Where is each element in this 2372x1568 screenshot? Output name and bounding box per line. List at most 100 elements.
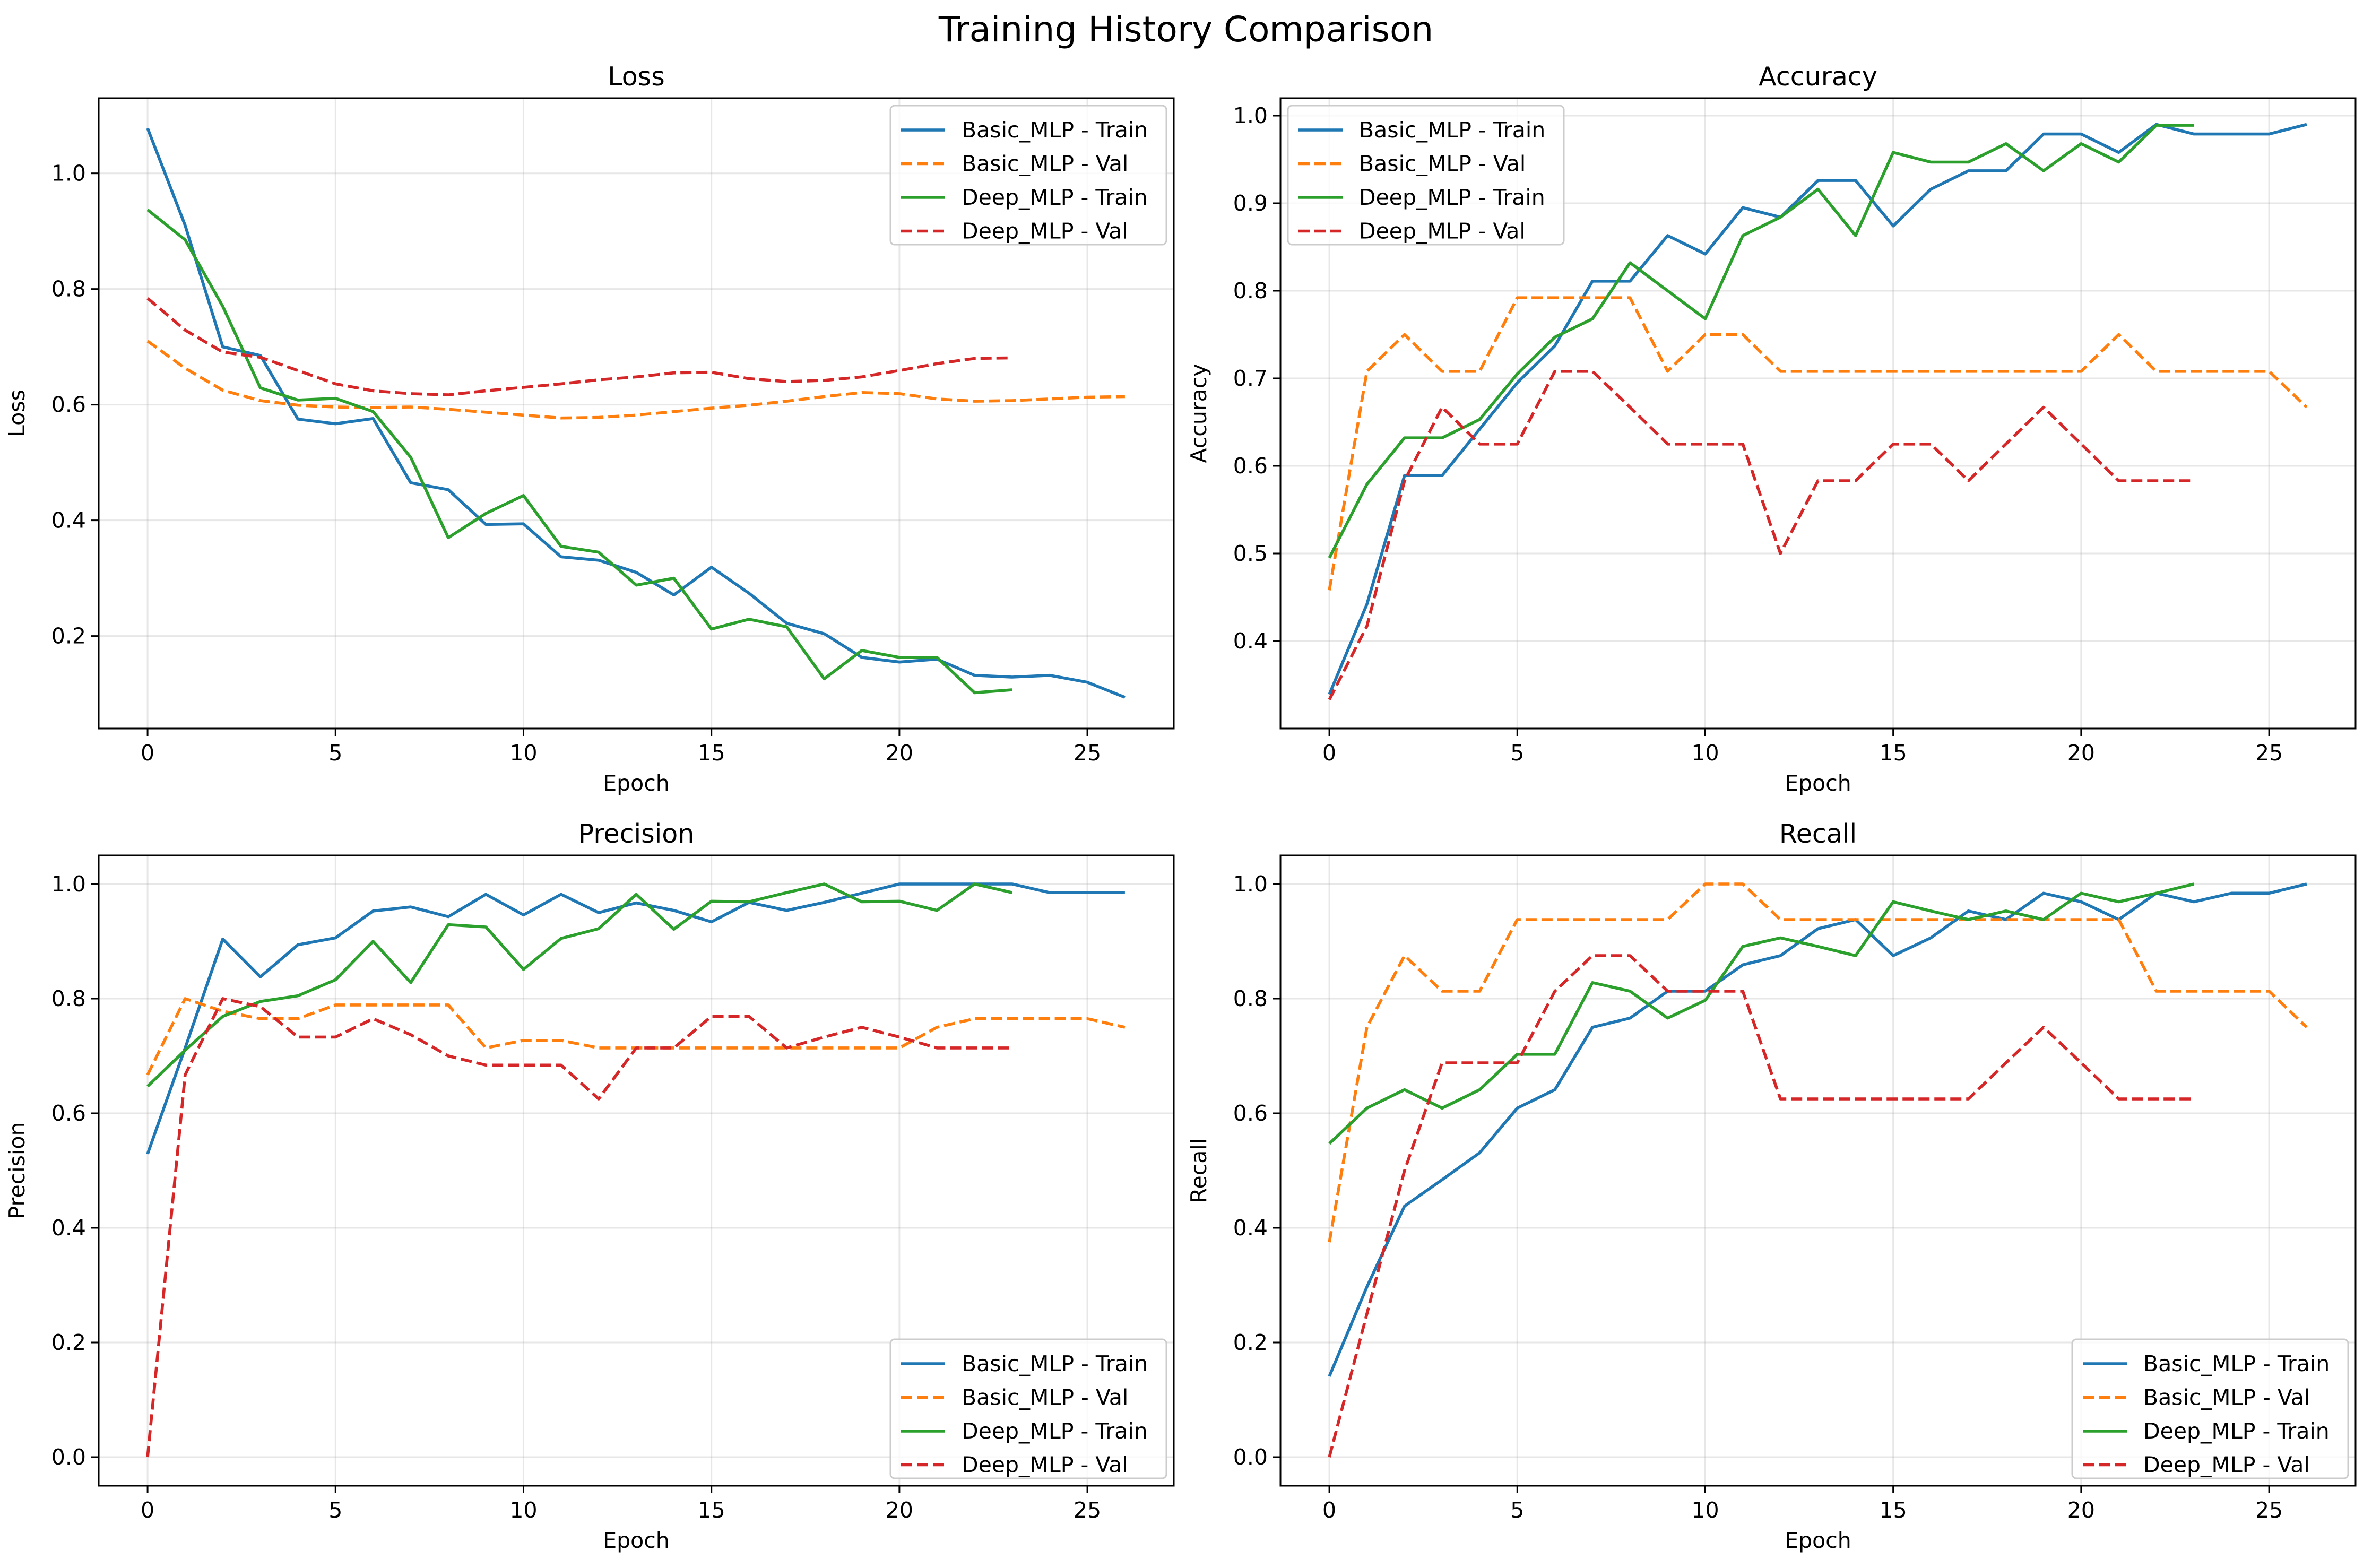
- precision-series: [146, 882, 1126, 1458]
- legend-label-deep-mlp-train: Deep_MLP - Train: [962, 185, 1148, 210]
- x-tick-label: 5: [328, 740, 342, 766]
- series-line-deep-mlp-train: [1328, 882, 2195, 1145]
- y-tick-label: 0.8: [1233, 986, 1268, 1011]
- x-tick-label: 10: [509, 740, 537, 766]
- loss-x-axis-label: Epoch: [603, 770, 670, 796]
- accuracy-legend: Basic_MLP - Train Basic_MLP - Val Deep_MLP…: [1287, 105, 1565, 246]
- loss-series: [146, 127, 1126, 699]
- x-tick-label: 5: [328, 1497, 342, 1523]
- y-tick-label: 0.9: [1233, 190, 1268, 216]
- series-line-basic-mlp-train: [1328, 123, 2307, 695]
- x-tick-label: 10: [1691, 1497, 1719, 1523]
- loss-title: Loss: [608, 62, 664, 92]
- x-tick-label: 20: [886, 740, 913, 766]
- y-tick-label: 1.0: [1233, 103, 1268, 128]
- x-tick-label: 15: [698, 1497, 725, 1523]
- series-line-deep-mlp-train: [1328, 124, 2194, 559]
- y-tick-label: 0.6: [1233, 1101, 1268, 1126]
- series-line-basic-mlp-train: [1328, 882, 2307, 1377]
- legend-label-basic-mlp-train: Basic_MLP - Train: [962, 1351, 1148, 1376]
- x-tick-label: 10: [1691, 740, 1719, 766]
- recall-y-axis-label: Recall: [1186, 1138, 1211, 1203]
- accuracy-grid: [1280, 98, 2356, 729]
- legend-label-basic-mlp-val: Basic_MLP - Val: [2143, 1385, 2310, 1410]
- y-tick-label: 0.2: [51, 1330, 86, 1355]
- legend-label-basic-mlp-train: Basic_MLP - Train: [1359, 117, 1545, 143]
- legend-box: [1287, 105, 1565, 246]
- x-tick-label: 20: [2067, 740, 2095, 766]
- y-tick-label: 0.8: [1233, 278, 1268, 304]
- recall-series: [1328, 882, 2308, 1458]
- y-tick-label: 0.5: [1233, 541, 1268, 566]
- y-tick-label: 0.2: [1233, 1330, 1268, 1355]
- y-tick-label: 0.2: [51, 623, 86, 649]
- x-tick-label: 5: [1510, 740, 1524, 766]
- y-tick-label: 0.8: [51, 276, 86, 302]
- series-line-deep-mlp-val: [146, 997, 1012, 1458]
- legend-label-basic-mlp-val: Basic_MLP - Val: [962, 1385, 1128, 1410]
- legend-box: [889, 105, 1167, 246]
- legend-label-basic-mlp-val: Basic_MLP - Val: [1359, 151, 1526, 177]
- x-tick-label: 0: [141, 740, 154, 766]
- x-tick-label: 20: [2067, 1497, 2095, 1523]
- precision-y-axis-label: Precision: [4, 1122, 30, 1219]
- loss-axes-frame: [98, 97, 1175, 730]
- y-tick-label: 1.0: [1233, 871, 1268, 897]
- series-line-basic-mlp-train: [146, 882, 1125, 1155]
- precision-panel: 0 5 10 15 20 25 0.0 0.2 0.4 0.6 0.8 1.0 Precision Epo…: [4, 819, 1175, 1553]
- y-tick-label: 0.8: [51, 986, 86, 1011]
- x-tick-label: 25: [2255, 740, 2283, 766]
- x-tick-label: 25: [1074, 1497, 1101, 1523]
- x-tick-label: 25: [1074, 740, 1101, 766]
- legend-label-basic-mlp-val: Basic_MLP - Val: [962, 151, 1128, 177]
- precision-x-axis-label: Epoch: [603, 1528, 670, 1553]
- accuracy-title: Accuracy: [1759, 62, 1877, 92]
- x-tick-label: 15: [698, 740, 725, 766]
- legend-label-basic-mlp-train: Basic_MLP - Train: [962, 117, 1148, 143]
- legend-label-deep-mlp-val: Deep_MLP - Val: [962, 219, 1128, 244]
- legend-label-deep-mlp-train: Deep_MLP - Train: [962, 1418, 1148, 1444]
- y-tick-label: 0.4: [51, 508, 86, 533]
- y-tick-label: 0.6: [51, 1101, 86, 1126]
- x-tick-label: 20: [886, 1497, 913, 1523]
- y-tick-label: 1.0: [51, 871, 86, 897]
- x-tick-label: 25: [2255, 1497, 2283, 1523]
- x-tick-label: 5: [1510, 1497, 1524, 1523]
- precision-legend: Basic_MLP - Train Basic_MLP - Val Deep_MLP…: [889, 1338, 1167, 1479]
- legend-label-deep-mlp-val: Deep_MLP - Val: [962, 1452, 1128, 1478]
- accuracy-axes-frame: [1279, 97, 2357, 730]
- accuracy-x-axis-label: Epoch: [1785, 770, 1851, 796]
- legend-box: [2071, 1338, 2349, 1479]
- loss-y-axis-label: Loss: [4, 389, 30, 437]
- recall-axes-frame: [1279, 854, 2357, 1487]
- x-tick-label: 0: [1322, 1497, 1336, 1523]
- recall-panel: 0 5 10 15 20 25 0.0 0.2 0.4 0.6 0.8 1.0 Recall Epoch R…: [1186, 819, 2357, 1553]
- series-line-deep-mlp-train: [146, 882, 1013, 1088]
- loss-panel: 0 5 10 15 20 25 0.2 0.4 0.6 0.8 1.0 Loss Epoch Loss Ba…: [4, 62, 1175, 796]
- x-tick-label: 10: [509, 1497, 537, 1523]
- legend-label-basic-mlp-train: Basic_MLP - Train: [2143, 1351, 2330, 1376]
- series-line-basic-mlp-val: [1328, 882, 2308, 1243]
- x-tick-label: 15: [1880, 740, 1907, 766]
- y-tick-label: 1.0: [51, 161, 86, 186]
- series-line-basic-mlp-train: [146, 127, 1126, 699]
- accuracy-series: [1328, 123, 2308, 700]
- legend-label-deep-mlp-val: Deep_MLP - Val: [2143, 1452, 2310, 1478]
- series-line-deep-mlp-val: [146, 297, 1012, 396]
- series-line-deep-mlp-val: [1328, 369, 2194, 700]
- y-tick-label: 0.0: [1233, 1444, 1268, 1470]
- y-tick-label: 0.4: [1233, 1215, 1268, 1241]
- legend-label-deep-mlp-val: Deep_MLP - Val: [1359, 219, 1526, 244]
- series-line-basic-mlp-val: [146, 340, 1125, 420]
- x-tick-label: 0: [141, 1497, 154, 1523]
- x-tick-label: 15: [1880, 1497, 1907, 1523]
- chart-panels: 0 5 10 15 20 25 0.2 0.4 0.6 0.8 1.0 Loss Epoch Loss Ba…: [4, 62, 2357, 1553]
- legend-label-deep-mlp-train: Deep_MLP - Train: [2143, 1418, 2330, 1444]
- y-tick-label: 0.4: [1233, 628, 1268, 654]
- recall-grid: [1280, 855, 2356, 1486]
- accuracy-y-axis-label: Accuracy: [1186, 363, 1211, 463]
- accuracy-panel: 0 5 10 15 20 25 0.4 0.5 0.6 0.7 0.8 0.9 1.0 Accuracy E…: [1186, 62, 2357, 796]
- y-tick-label: 0.6: [1233, 453, 1268, 479]
